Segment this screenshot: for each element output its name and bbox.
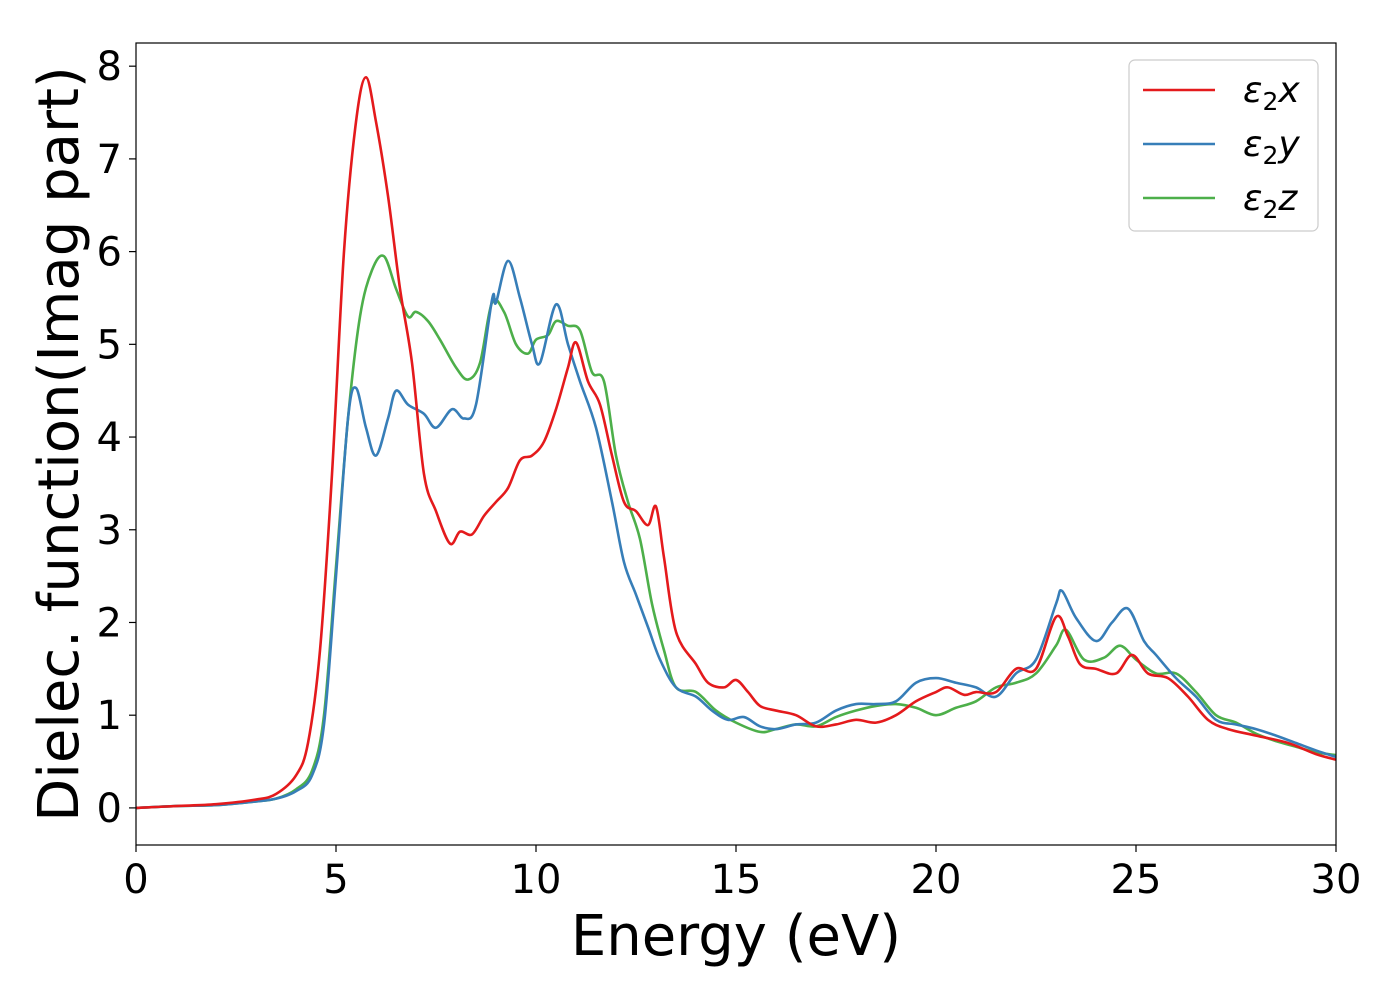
x-tick-label: 30 <box>1311 857 1362 903</box>
x-tick-label: 5 <box>323 857 348 903</box>
legend-symbol: ε <box>1243 70 1262 111</box>
y-tick-label: 8 <box>97 44 122 90</box>
legend-symbol: ε <box>1243 178 1262 219</box>
legend-suffix: x <box>1277 70 1300 111</box>
legend-suffix: y <box>1277 124 1300 165</box>
series-line-y <box>135 259 1337 810</box>
x-axis-title: Energy (eV) <box>571 904 901 969</box>
series-line-z <box>135 254 1337 810</box>
y-axis-ticks: 0 1 2 3 4 5 6 7 8 <box>97 44 136 832</box>
legend-box <box>1128 59 1319 232</box>
x-tick-label: 25 <box>1111 857 1162 903</box>
y-tick-label: 5 <box>97 322 122 368</box>
x-tick-label: 0 <box>123 857 148 903</box>
y-tick-label: 6 <box>97 230 122 276</box>
legend-label-x: ε2x <box>1243 70 1300 116</box>
legend-subscript: 2 <box>1262 141 1278 170</box>
legend-label-y: ε2y <box>1243 124 1300 170</box>
y-tick-label: 0 <box>97 786 122 832</box>
y-tick-label: 4 <box>97 415 122 461</box>
series-line-x <box>135 76 1337 810</box>
y-tick-label: 1 <box>97 693 122 739</box>
y-tick-label: 3 <box>97 508 122 554</box>
x-tick-label: 20 <box>911 857 962 903</box>
x-tick-label: 10 <box>511 857 562 903</box>
series-layer <box>135 76 1337 810</box>
legend-subscript: 2 <box>1262 195 1278 224</box>
y-tick-label: 7 <box>97 137 122 183</box>
legend-subscript: 2 <box>1262 87 1278 116</box>
legend-label-z: ε2z <box>1243 178 1298 224</box>
x-axis-ticks: 0 5 10 15 20 25 30 <box>123 845 1361 903</box>
legend-suffix: z <box>1277 178 1298 219</box>
y-axis-title: Dielec. function(Imag part) <box>27 66 92 822</box>
y-tick-label: 2 <box>97 600 122 646</box>
x-tick-label: 15 <box>711 857 762 903</box>
legend-symbol: ε <box>1243 124 1262 165</box>
